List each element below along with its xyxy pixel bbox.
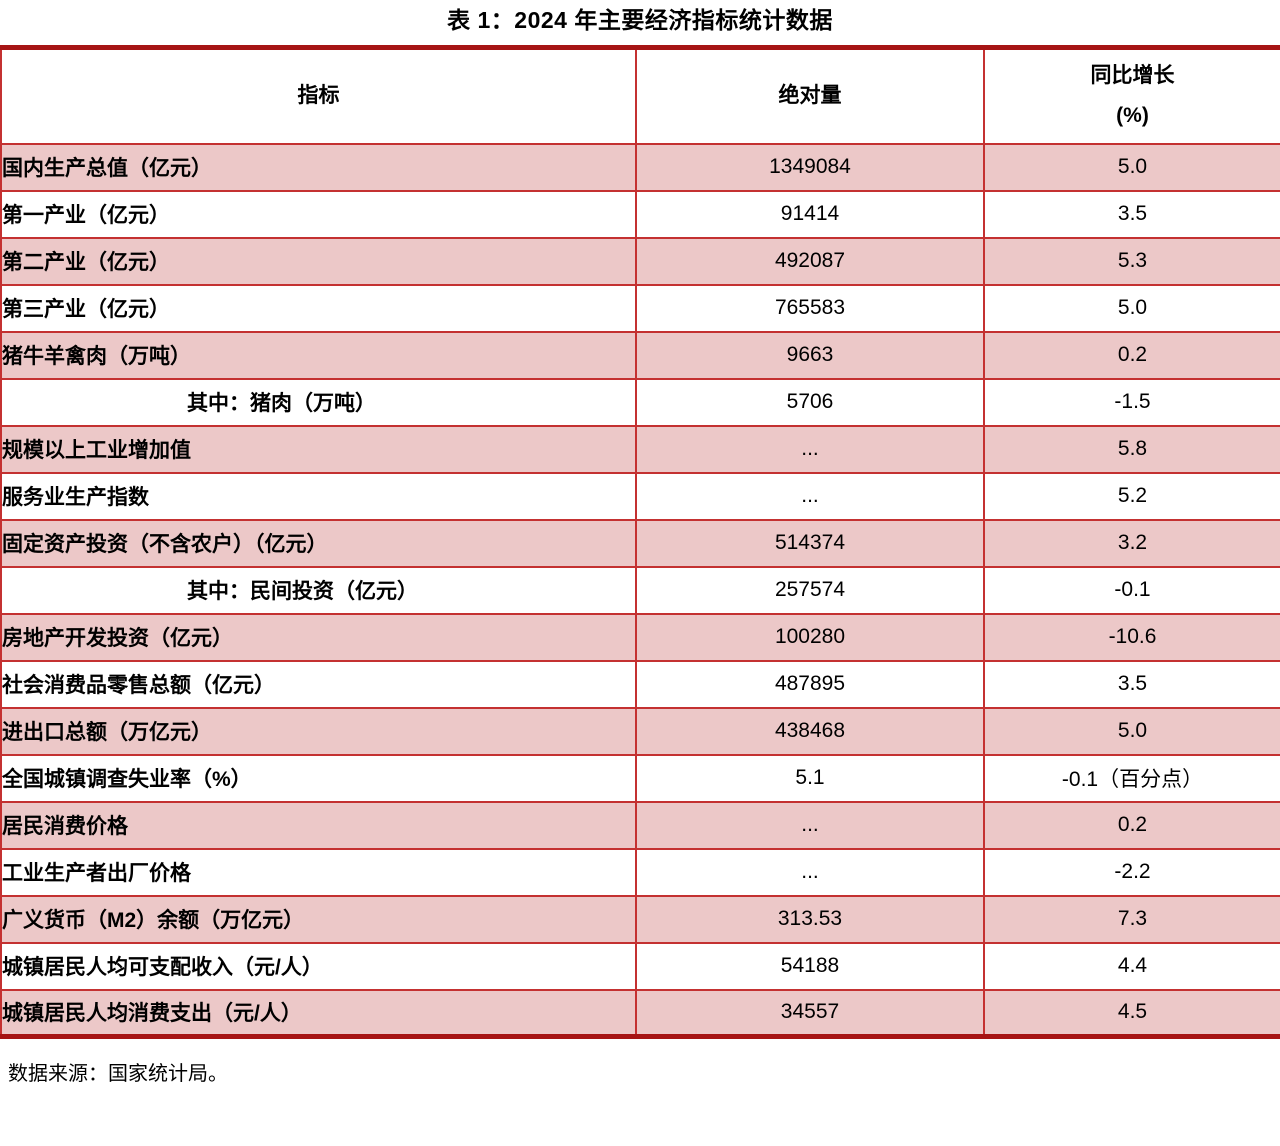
growth-cell: 0.2 [983,800,1280,850]
indicator-cell: 国内生产总值（亿元） [1,142,636,192]
growth-cell: -10.6 [983,612,1280,662]
economic-indicators-table: 指标 绝对量 同比增长 (%) 国内生产总值（亿元） 1349084 5.0 第… [0,44,1280,1040]
table-row: 第二产业（亿元） 492087 5.3 [1,236,1280,286]
indicator-cell: 其中：猪肉（万吨） [1,377,636,427]
table-row: 工业生产者出厂价格 ... -2.2 [1,847,1280,897]
value-cell: 5.1 [635,753,984,803]
growth-cell: 7.3 [983,894,1280,944]
table-row: 居民消费价格 ... 0.2 [1,800,1280,850]
indicator-cell: 规模以上工业增加值 [1,424,636,474]
table-row: 服务业生产指数 ... 5.2 [1,471,1280,521]
value-cell: 100280 [635,612,984,662]
indicator-cell: 居民消费价格 [1,800,636,850]
growth-cell: -2.2 [983,847,1280,897]
growth-cell: -1.5 [983,377,1280,427]
value-cell: 487895 [635,659,984,709]
indicator-cell: 进出口总额（万亿元） [1,706,636,756]
indicator-cell: 第二产业（亿元） [1,236,636,286]
table-row: 城镇居民人均消费支出（元/人） 34557 4.5 [1,988,1280,1038]
value-cell: 1349084 [635,142,984,192]
header-row: 指标 绝对量 同比增长 (%) [1,46,1280,145]
growth-cell: -0.1 [983,565,1280,615]
table-row: 第三产业（亿元） 765583 5.0 [1,283,1280,333]
table-body: 国内生产总值（亿元） 1349084 5.0 第一产业（亿元） 91414 3.… [1,142,1280,1038]
growth-cell: 0.2 [983,330,1280,380]
indicator-cell: 固定资产投资（不含农户）（亿元） [1,518,636,568]
table-row: 进出口总额（万亿元） 438468 5.0 [1,706,1280,756]
table-row: 城镇居民人均可支配收入（元/人） 54188 4.4 [1,941,1280,991]
growth-cell: 3.5 [983,189,1280,239]
indicator-cell: 广义货币（M2）余额（万亿元） [1,894,636,944]
indicator-cell: 服务业生产指数 [1,471,636,521]
value-cell: 765583 [635,283,984,333]
growth-cell: 5.0 [983,283,1280,333]
indicator-cell: 其中：民间投资（亿元） [1,565,636,615]
column-header-indicator: 指标 [1,46,636,145]
growth-cell: 5.0 [983,142,1280,192]
growth-header-line1: 同比增长 [1090,64,1175,88]
table-header: 指标 绝对量 同比增长 (%) [1,46,1280,145]
indicator-cell: 城镇居民人均可支配收入（元/人） [1,941,636,991]
table-row: 第一产业（亿元） 91414 3.5 [1,189,1280,239]
value-cell: 34557 [635,988,984,1038]
indicator-cell: 房地产开发投资（亿元） [1,612,636,662]
value-cell: ... [635,471,984,521]
table-row-sub-item: 其中：民间投资（亿元） 257574 -0.1 [1,565,1280,615]
table-row: 社会消费品零售总额（亿元） 487895 3.5 [1,659,1280,709]
indicator-cell: 社会消费品零售总额（亿元） [1,659,636,709]
growth-cell: 3.2 [983,518,1280,568]
data-source-note: 数据来源：国家统计局。 [8,1063,228,1086]
indicator-cell: 第三产业（亿元） [1,283,636,333]
table-row: 规模以上工业增加值 ... 5.8 [1,424,1280,474]
table-title: 表 1：2024 年主要经济指标统计数据 [447,7,833,33]
growth-cell: 5.0 [983,706,1280,756]
table-row-sub-item: 其中：猪肉（万吨） 5706 -1.5 [1,377,1280,427]
table-row: 猪牛羊禽肉（万吨） 9663 0.2 [1,330,1280,380]
growth-header-line2: (%) [1116,104,1149,128]
table-row: 全国城镇调查失业率（%） 5.1 -0.1（百分点） [1,753,1280,803]
column-header-absolute: 绝对量 [635,46,984,145]
growth-cell: 4.4 [983,941,1280,991]
value-cell: 257574 [635,565,984,615]
table-row: 国内生产总值（亿元） 1349084 5.0 [1,142,1280,192]
value-cell: 9663 [635,330,984,380]
value-cell: 54188 [635,941,984,991]
value-cell: ... [635,800,984,850]
value-cell: 492087 [635,236,984,286]
value-cell: ... [635,847,984,897]
value-cell: 438468 [635,706,984,756]
growth-cell: -0.1（百分点） [983,753,1280,803]
growth-cell: 5.3 [983,236,1280,286]
column-header-growth: 同比增长 (%) [983,46,1280,145]
indicator-cell: 工业生产者出厂价格 [1,847,636,897]
growth-cell: 5.2 [983,471,1280,521]
indicator-cell: 全国城镇调查失业率（%） [1,753,636,803]
value-cell: 313.53 [635,894,984,944]
growth-cell: 3.5 [983,659,1280,709]
value-cell: 514374 [635,518,984,568]
growth-cell: 4.5 [983,988,1280,1038]
indicator-cell: 城镇居民人均消费支出（元/人） [1,988,636,1038]
value-cell: 5706 [635,377,984,427]
indicator-cell: 猪牛羊禽肉（万吨） [1,330,636,380]
table-row: 房地产开发投资（亿元） 100280 -10.6 [1,612,1280,662]
growth-cell: 5.8 [983,424,1280,474]
indicator-cell: 第一产业（亿元） [1,189,636,239]
table-row: 广义货币（M2）余额（万亿元） 313.53 7.3 [1,894,1280,944]
value-cell: ... [635,424,984,474]
value-cell: 91414 [635,189,984,239]
table-row: 固定资产投资（不含农户）（亿元） 514374 3.2 [1,518,1280,568]
